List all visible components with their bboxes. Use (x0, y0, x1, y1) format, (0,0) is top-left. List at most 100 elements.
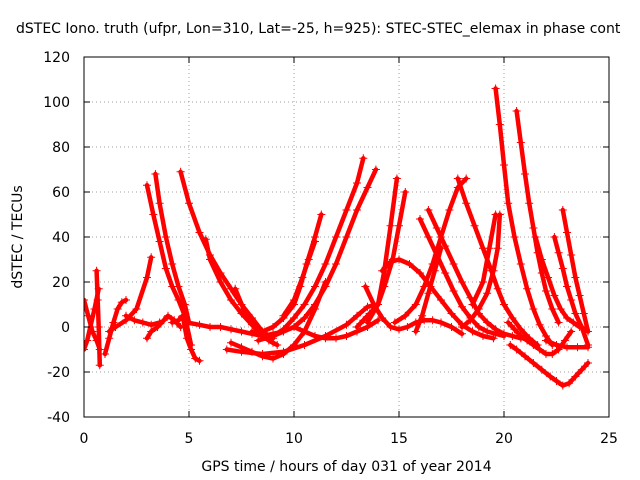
data-point-marker (237, 327, 246, 336)
data-point-marker (258, 327, 267, 336)
data-point-marker (117, 298, 126, 307)
data-point-marker (206, 255, 214, 264)
data-point-marker (164, 311, 172, 320)
data-series (84, 84, 592, 390)
data-point-marker (449, 287, 458, 295)
data-point-marker (201, 235, 210, 244)
data-point-marker (180, 300, 189, 309)
data-point-marker (101, 350, 109, 358)
data-point-marker (479, 332, 487, 340)
axis-ticks (83, 56, 610, 418)
data-point-marker (537, 365, 546, 374)
data-point-marker (332, 334, 340, 343)
data-point-marker (187, 345, 196, 354)
data-point-marker (161, 264, 170, 273)
data-point-marker (544, 273, 553, 282)
data-point-marker (418, 311, 427, 320)
data-point-marker (468, 300, 477, 309)
data-point-marker (458, 323, 466, 331)
series-arc-27 (411, 244, 445, 336)
data-point-marker (485, 244, 494, 253)
series-arc-32 (468, 210, 500, 309)
data-point-marker (411, 300, 420, 309)
data-point-marker (304, 255, 313, 264)
series-arc-05 (105, 253, 156, 336)
data-point-marker (94, 323, 103, 331)
data-point-marker (321, 282, 330, 291)
y-tick-label: 80 (52, 140, 70, 156)
data-point-marker (577, 365, 586, 374)
data-point-marker (510, 325, 519, 334)
data-point-marker (174, 282, 183, 291)
data-point-marker (95, 361, 104, 370)
data-point-marker (374, 300, 382, 309)
data-point-marker (363, 183, 372, 192)
data-point-marker (401, 188, 410, 196)
data-point-marker (363, 302, 372, 311)
data-point-marker (269, 323, 277, 331)
data-point-marker (279, 311, 288, 320)
data-point-marker (143, 273, 151, 282)
data-point-marker (550, 291, 559, 300)
data-point-marker (216, 323, 225, 331)
y-tick-label: 0 (61, 320, 70, 336)
data-point-marker (195, 356, 204, 365)
data-point-marker (416, 269, 424, 277)
data-point-marker (176, 167, 185, 176)
data-point-marker (516, 138, 525, 147)
series-arc-23 (361, 282, 466, 338)
series-arc-10 (168, 311, 204, 365)
series-trace (106, 255, 154, 334)
x-tick-label: 0 (80, 431, 89, 447)
data-point-marker (298, 273, 307, 282)
data-point-marker (493, 244, 502, 253)
data-point-marker (437, 296, 445, 304)
data-point-marker (195, 320, 204, 329)
series-trace (363, 284, 465, 337)
data-point-marker (437, 244, 445, 253)
data-point-marker (491, 325, 500, 334)
series-arc-28 (416, 215, 508, 340)
data-point-marker (548, 350, 557, 358)
data-point-marker (508, 332, 517, 340)
data-point-marker (529, 359, 538, 367)
data-point-marker (231, 284, 240, 293)
data-point-marker (491, 84, 500, 93)
data-point-marker (395, 221, 403, 230)
data-point-marker (563, 343, 571, 352)
data-point-marker (521, 352, 529, 361)
data-point-marker (317, 210, 326, 219)
data-point-marker (109, 318, 118, 327)
series-trace (470, 212, 498, 307)
data-point-marker (529, 341, 538, 349)
data-point-marker (155, 199, 164, 208)
data-point-marker (353, 323, 361, 331)
data-point-marker (227, 296, 235, 304)
data-point-marker (577, 323, 586, 331)
data-point-marker (248, 327, 256, 336)
y-tick-label: 120 (43, 50, 70, 66)
data-point-marker (558, 381, 567, 390)
data-point-marker (531, 233, 540, 241)
data-point-marker (178, 311, 187, 320)
data-point-marker (254, 336, 263, 345)
data-point-marker (237, 347, 246, 356)
data-point-marker (560, 336, 569, 345)
data-point-marker (182, 318, 191, 327)
data-point-marker (401, 311, 410, 320)
data-point-marker (535, 345, 544, 354)
data-point-marker (500, 161, 508, 169)
data-point-marker (386, 323, 395, 331)
data-point-marker (143, 181, 151, 190)
data-point-marker (138, 318, 147, 327)
data-point-marker (269, 354, 277, 363)
data-point-marker (311, 300, 319, 309)
data-point-marker (405, 260, 414, 268)
data-point-marker (571, 309, 580, 318)
data-point-marker (558, 206, 567, 214)
data-point-marker (516, 332, 525, 340)
data-point-marker (290, 323, 298, 331)
data-point-marker (378, 314, 387, 322)
data-point-marker (516, 260, 525, 268)
